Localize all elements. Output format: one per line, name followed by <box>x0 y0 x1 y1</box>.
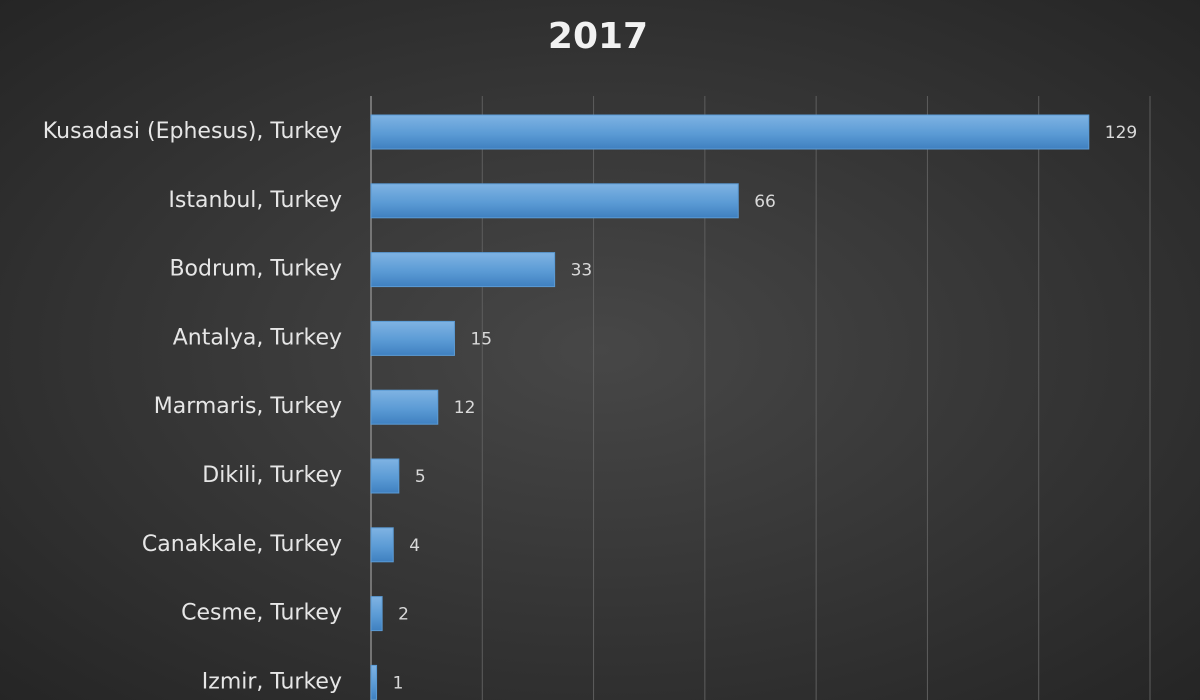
category-label: Canakkale, Turkey <box>142 532 342 557</box>
bar <box>370 458 400 494</box>
data-label: 2 <box>398 605 409 625</box>
category-label: Bodrum, Turkey <box>169 257 342 282</box>
category-label: Izmir, Turkey <box>202 669 342 694</box>
bar <box>370 596 383 632</box>
data-label: 33 <box>571 261 593 281</box>
bar <box>370 389 439 425</box>
data-label: 66 <box>754 192 776 212</box>
category-label: Kusadasi (Ephesus), Turkey <box>43 119 342 144</box>
category-label: Dikili, Turkey <box>202 463 342 488</box>
bar <box>370 320 455 356</box>
data-label: 15 <box>470 329 492 349</box>
data-label: 12 <box>454 398 476 418</box>
category-label: Cesme, Turkey <box>181 601 342 626</box>
bar <box>370 252 556 288</box>
data-label: 4 <box>409 536 420 556</box>
chart-title: 2017 <box>548 16 648 57</box>
bar <box>370 183 739 219</box>
category-label: Antalya, Turkey <box>173 325 342 350</box>
data-label: 129 <box>1105 123 1137 143</box>
bar <box>370 114 1090 150</box>
data-label: 5 <box>415 467 426 487</box>
category-label: Marmaris, Turkey <box>154 394 342 419</box>
data-label: 1 <box>393 673 404 693</box>
bar <box>370 664 378 700</box>
bar <box>370 527 394 563</box>
category-label: Istanbul, Turkey <box>168 188 342 213</box>
